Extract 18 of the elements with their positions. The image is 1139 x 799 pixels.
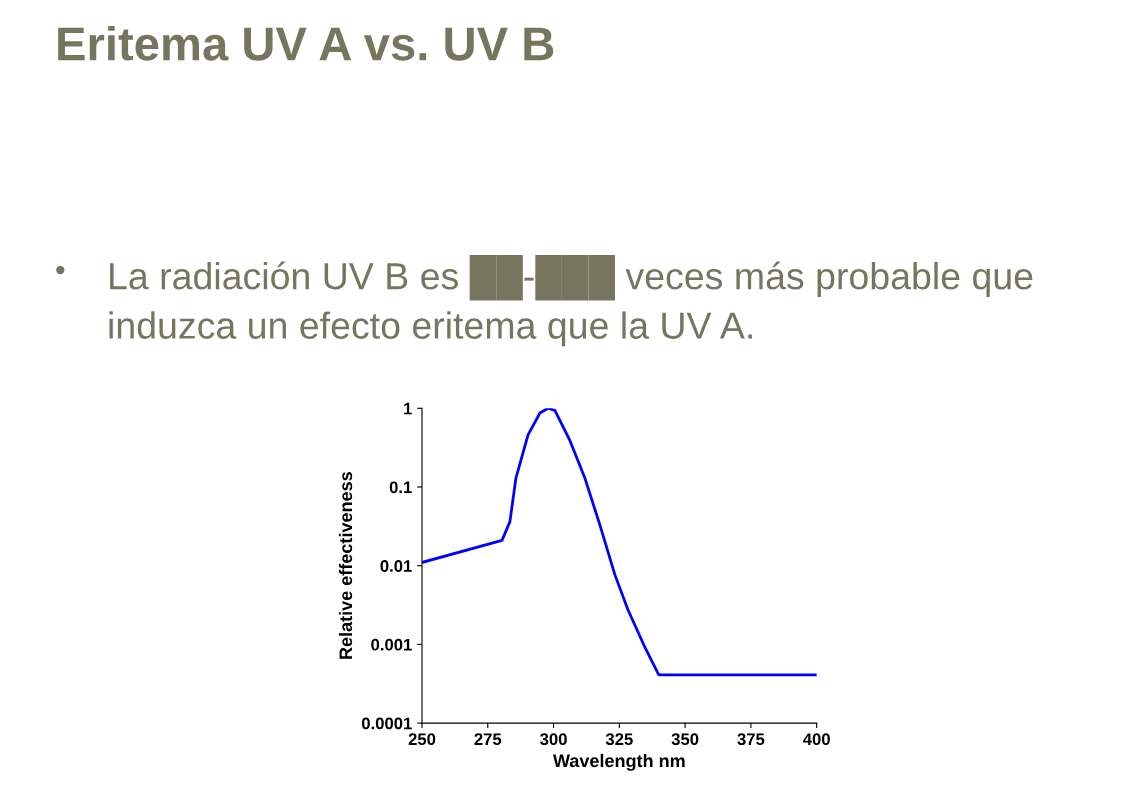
x-tick-label: 325 <box>605 733 633 746</box>
line-series <box>422 408 817 677</box>
chart-title: Eritema UV A vs. UV B <box>58 25 554 61</box>
x-axis-title: Wavelength nm <box>552 753 685 771</box>
x-tick-label: 400 <box>803 733 830 746</box>
text: La radiación UV B es ██-███ veces más probable que induzca un efecto eritema que la UV A. <box>109 255 1033 347</box>
x-tick-label: 300 <box>540 733 567 746</box>
text: • <box>56 265 65 275</box>
y-tick-label: 0.01 <box>380 560 412 572</box>
x-tick-label: 250 <box>408 733 436 746</box>
y-tick-label: 0.0001 <box>361 717 412 730</box>
y-axis-title: Relative effectiveness <box>338 472 353 659</box>
y-tick-label: 1 <box>404 402 412 415</box>
x-tick-label: 275 <box>474 733 502 746</box>
x-tick-label: 375 <box>737 733 765 746</box>
x-tick-label: 350 <box>671 733 699 746</box>
y-tick-label: 0.1 <box>389 481 412 494</box>
y-tick-label: 0.001 <box>371 638 412 651</box>
